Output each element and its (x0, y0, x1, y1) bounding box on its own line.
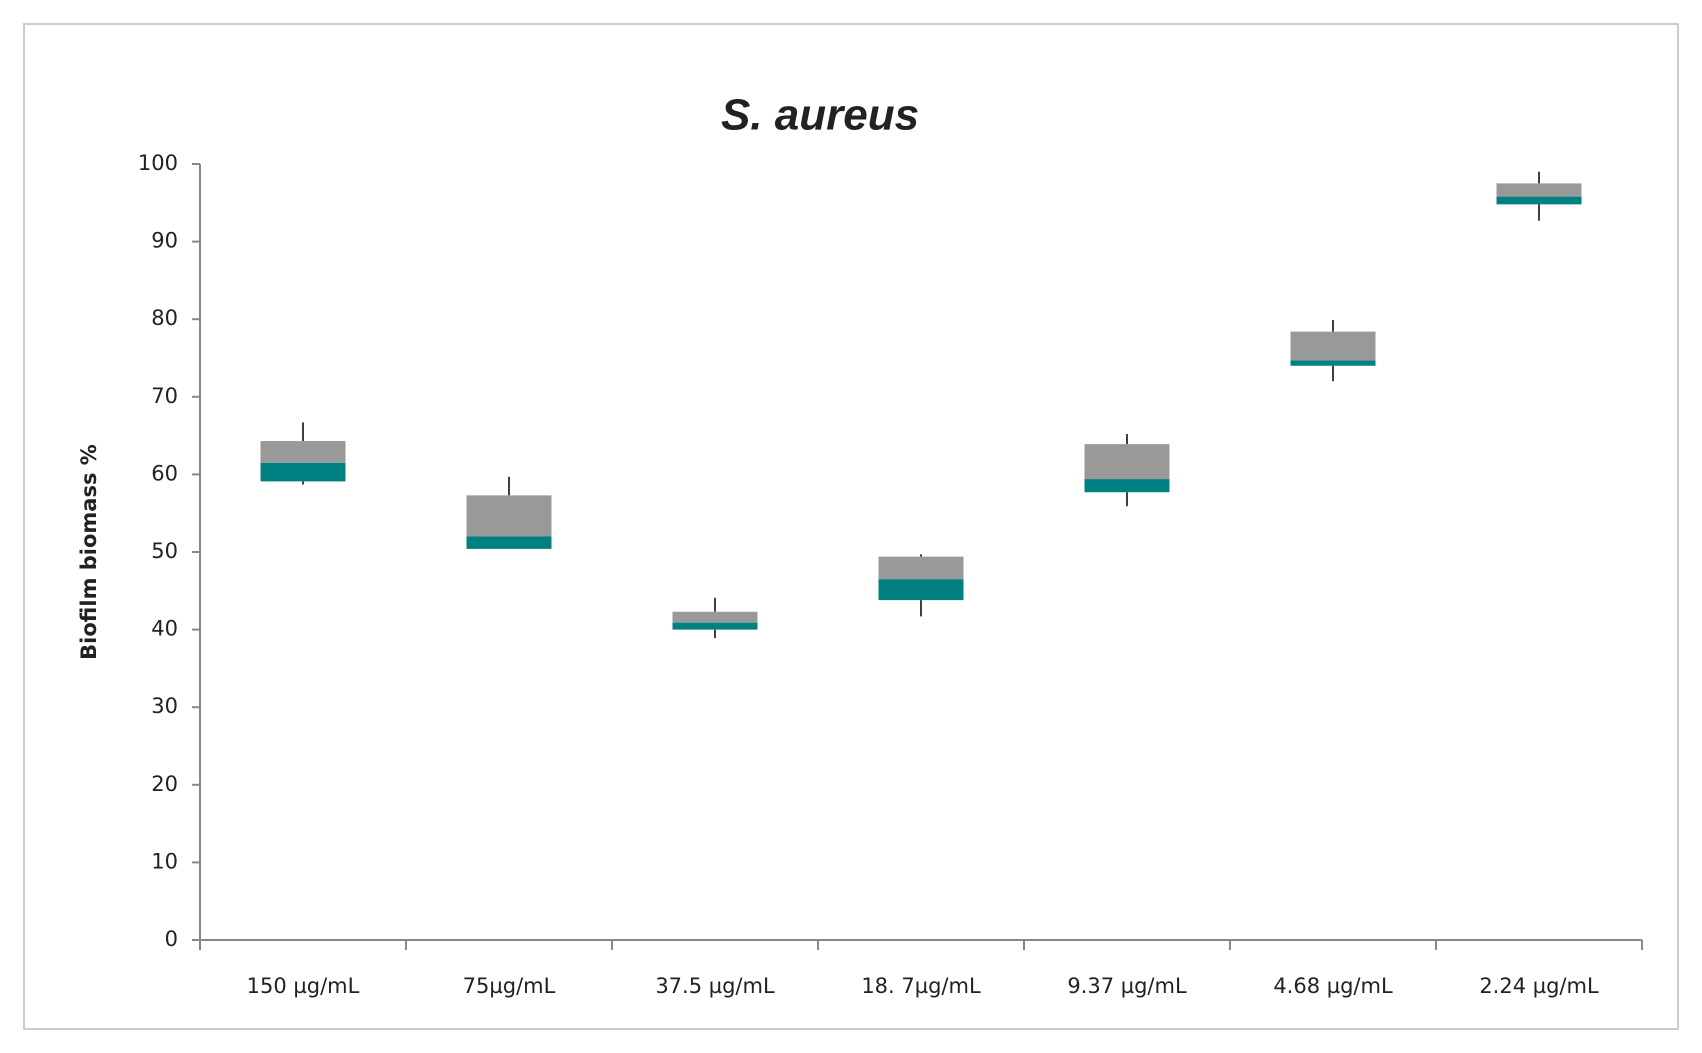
box-upper (878, 556, 964, 580)
box-lower (878, 579, 964, 601)
y-tick-label: 60 (151, 461, 178, 485)
x-tick-label: 18. 7µg/mL (861, 974, 981, 998)
box-upper (1290, 331, 1376, 361)
box-upper (1084, 444, 1170, 480)
box-upper (466, 495, 552, 537)
x-tick-label: 9.37 µg/mL (1067, 974, 1187, 998)
y-tick-label: 0 (165, 927, 178, 951)
box-lower (260, 462, 346, 482)
chart-frame (23, 23, 1679, 1030)
x-tick-label: 75µg/mL (463, 974, 556, 998)
x-tick-label: 150 µg/mL (247, 974, 360, 998)
box-lower (672, 622, 758, 630)
y-axis-label: Biofilm biomass % (77, 444, 101, 660)
y-tick-label: 20 (151, 772, 178, 796)
y-tick-label: 40 (151, 617, 178, 641)
box-upper (672, 611, 758, 623)
box-lower (1084, 479, 1170, 493)
y-tick-label: 90 (151, 229, 178, 253)
y-tick-label: 80 (151, 306, 178, 330)
box-lower (1290, 360, 1376, 366)
y-tick-label: 100 (138, 151, 178, 175)
y-tick-label: 10 (151, 849, 178, 873)
x-tick-label: 2.24 µg/mL (1479, 974, 1599, 998)
box-lower (466, 536, 552, 549)
y-tick-label: 30 (151, 694, 178, 718)
x-tick-label: 37.5 µg/mL (655, 974, 775, 998)
y-tick-label: 50 (151, 539, 178, 563)
x-tick-label: 4.68 µg/mL (1273, 974, 1393, 998)
chart-title: S. aureus (721, 91, 919, 140)
y-tick-label: 70 (151, 384, 178, 408)
box-lower (1496, 196, 1582, 205)
box-upper (260, 441, 346, 463)
box-upper (1496, 183, 1582, 197)
